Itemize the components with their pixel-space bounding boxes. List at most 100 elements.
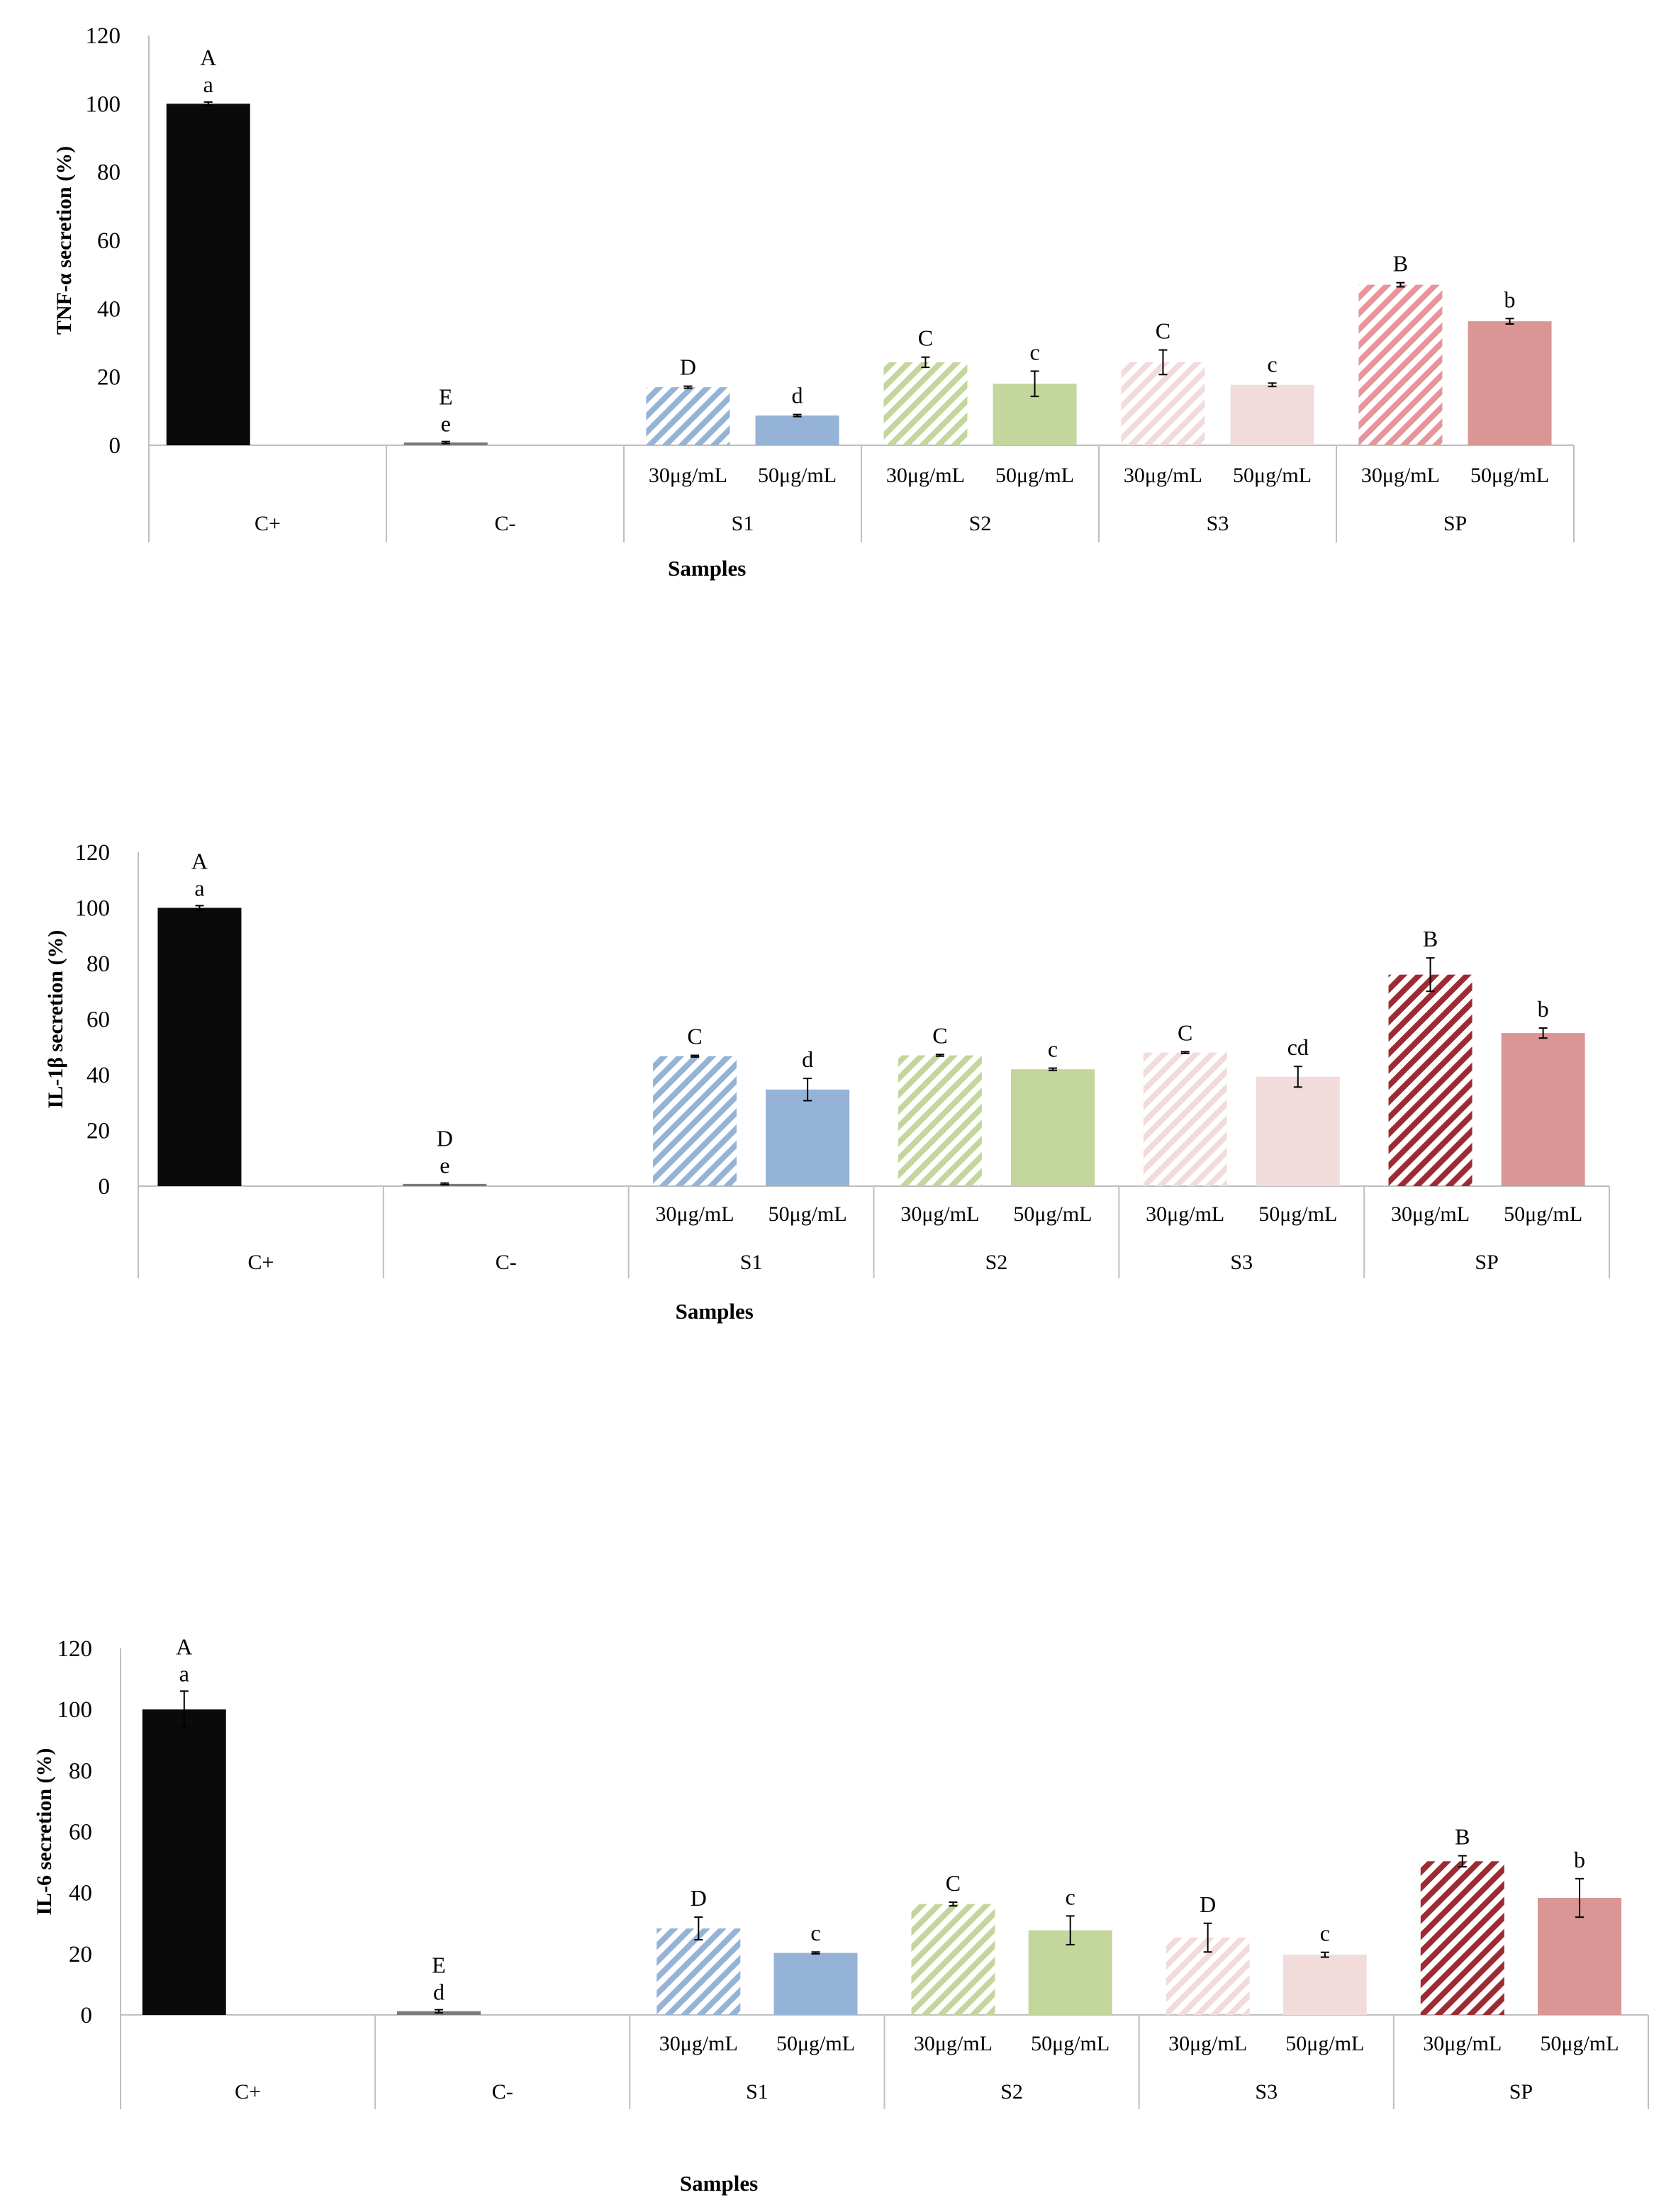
group-label: S3 bbox=[1255, 2080, 1278, 2104]
bar-S2-30ug bbox=[911, 1904, 995, 2015]
bar-S3-50ug bbox=[1282, 1955, 1367, 2015]
significance-letter: a bbox=[179, 1660, 189, 1686]
error-bar bbox=[921, 356, 930, 369]
group-label: C+ bbox=[235, 2080, 261, 2104]
concentration-label: 30μg/mL bbox=[1423, 2032, 1502, 2055]
bar-S1-30ug bbox=[646, 387, 730, 445]
y-axis-title: IL-6 secretion (%) bbox=[33, 1748, 56, 1915]
group-label: S1 bbox=[746, 2080, 769, 2104]
y-tick-label: 80 bbox=[86, 951, 110, 977]
y-tick-label: 20 bbox=[97, 365, 121, 391]
significance-letter: C bbox=[1156, 318, 1170, 344]
group-label: S2 bbox=[985, 1251, 1008, 1274]
y-tick-label: 120 bbox=[57, 1636, 93, 1662]
group-label: S1 bbox=[732, 512, 754, 535]
significance-letter: C bbox=[1178, 1020, 1192, 1045]
significance-letter: c bbox=[1066, 1884, 1075, 1909]
significance-letter: A bbox=[191, 848, 208, 873]
group-label: SP bbox=[1475, 1251, 1498, 1274]
x-axis-title: Samples bbox=[680, 2171, 758, 2196]
significance-letter: e bbox=[440, 1153, 449, 1178]
error-bar bbox=[811, 1951, 820, 1955]
error-bar bbox=[683, 385, 693, 389]
error-bar bbox=[1203, 1922, 1212, 1953]
significance-letter: c bbox=[1048, 1037, 1058, 1062]
bar-S2-50ug bbox=[1010, 1069, 1095, 1186]
group-label: S3 bbox=[1207, 512, 1229, 535]
significance-letter: D bbox=[437, 1126, 453, 1151]
bar-SP-30ug bbox=[1388, 974, 1472, 1186]
error-bar bbox=[1066, 1915, 1075, 1945]
error-bar bbox=[434, 2009, 443, 2013]
significance-letter: D bbox=[1200, 1892, 1216, 1917]
y-tick-label: 100 bbox=[57, 1697, 93, 1723]
y-tick-label: 100 bbox=[75, 896, 111, 922]
error-bar bbox=[1320, 1951, 1329, 1958]
y-tick-label: 0 bbox=[99, 1174, 111, 1200]
error-bar bbox=[691, 1054, 700, 1058]
error-bar bbox=[793, 413, 802, 418]
concentration-label: 50μg/mL bbox=[776, 2032, 855, 2055]
significance-letter: a bbox=[194, 875, 204, 900]
bar-S2-30ug bbox=[883, 362, 968, 445]
bar-C+ bbox=[157, 907, 242, 1186]
y-tick-label: 40 bbox=[86, 1063, 110, 1088]
error-bar bbox=[1505, 318, 1514, 325]
significance-letter: c bbox=[1029, 339, 1039, 364]
significance-letter: b bbox=[1574, 1847, 1585, 1872]
bar-SP-30ug bbox=[1358, 284, 1443, 445]
error-bar bbox=[803, 1078, 812, 1102]
group-label: C- bbox=[495, 512, 516, 535]
error-bar bbox=[949, 1901, 958, 1907]
concentration-label: 30μg/mL bbox=[1168, 2032, 1247, 2055]
y-tick-label: 60 bbox=[97, 228, 121, 254]
bar-C+ bbox=[142, 1709, 226, 2015]
y-tick-label: 40 bbox=[69, 1881, 92, 1906]
significance-letter: d bbox=[433, 1979, 445, 2005]
significance-letter: e bbox=[441, 411, 451, 437]
group-label: S2 bbox=[969, 512, 992, 535]
error-bar bbox=[1293, 1066, 1302, 1088]
concentration-label: 30μg/mL bbox=[886, 464, 965, 487]
concentration-label: 50μg/mL bbox=[1540, 2032, 1619, 2055]
y-tick-label: 120 bbox=[75, 840, 111, 866]
error-bar bbox=[1538, 1027, 1548, 1039]
y-tick-label: 100 bbox=[86, 91, 121, 117]
concentration-label: 50μg/mL bbox=[1504, 1202, 1582, 1226]
error-bar bbox=[179, 1690, 189, 1729]
error-bar bbox=[1396, 281, 1405, 288]
bar-S1-30ug bbox=[656, 1928, 741, 2015]
error-bar bbox=[1180, 1051, 1190, 1054]
concentration-label: 50μg/mL bbox=[1233, 464, 1312, 487]
concentration-label: 30μg/mL bbox=[1391, 1202, 1470, 1226]
concentration-label: 30μg/mL bbox=[655, 1202, 734, 1226]
group-label: C+ bbox=[247, 1251, 274, 1274]
concentration-label: 50μg/mL bbox=[1013, 1202, 1092, 1226]
bar-S1-50ug bbox=[755, 415, 839, 445]
significance-letter: B bbox=[1455, 1824, 1470, 1850]
significance-letter: d bbox=[792, 383, 803, 408]
bar-S1-50ug bbox=[766, 1089, 850, 1186]
y-tick-label: 120 bbox=[86, 23, 121, 49]
significance-letter: d bbox=[802, 1046, 813, 1072]
error-bar bbox=[195, 905, 204, 911]
y-tick-label: 0 bbox=[81, 2003, 93, 2028]
y-tick-label: 20 bbox=[69, 1942, 92, 1967]
error-bar bbox=[441, 440, 450, 445]
error-bar bbox=[1158, 349, 1168, 376]
significance-letter: E bbox=[439, 384, 453, 410]
bar-SP-50ug bbox=[1501, 1033, 1585, 1186]
y-tick-label: 80 bbox=[97, 160, 121, 186]
bar-S1-50ug bbox=[773, 1953, 858, 2015]
error-bar bbox=[1030, 370, 1039, 398]
concentration-label: 50μg/mL bbox=[995, 464, 1074, 487]
significance-letter: B bbox=[1393, 251, 1408, 276]
error-bar bbox=[1048, 1067, 1057, 1071]
group-label: S1 bbox=[740, 1251, 763, 1274]
error-bar bbox=[1426, 957, 1435, 993]
bar-S3-50ug bbox=[1256, 1076, 1340, 1186]
error-bar bbox=[1268, 382, 1277, 388]
